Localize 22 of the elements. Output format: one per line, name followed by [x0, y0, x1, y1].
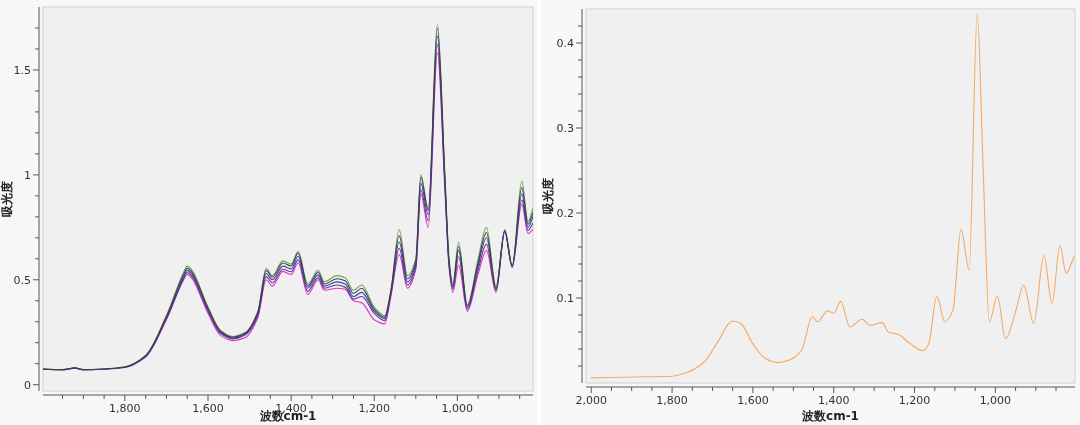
y-axis-title: 吸光度	[541, 178, 555, 214]
x-tick-label: 1,200	[358, 402, 390, 415]
x-tick-label: 1,200	[898, 394, 931, 407]
x-tick-label: 1,800	[656, 394, 688, 407]
x-tick-label: 1,000	[441, 402, 474, 415]
y-tick-label: 0.2	[556, 207, 574, 220]
x-tick-label: 1,800	[109, 402, 141, 415]
y-tick-label: 1	[24, 168, 31, 182]
x-tick-label: 2,000	[575, 394, 607, 407]
x-tick-label: 1,000	[979, 394, 1012, 407]
y-tick-label: 1.5	[13, 63, 31, 77]
y-tick-label: 0.1	[556, 292, 574, 305]
y-axis-title: 吸光度	[0, 181, 14, 217]
y-tick-label: 0.4	[556, 37, 574, 50]
y-tick-label: 0.5	[13, 273, 31, 287]
x-axis-title: 波数cm-1	[801, 409, 859, 423]
x-tick-label: 1,600	[192, 402, 224, 415]
x-tick-label: 1,600	[737, 394, 769, 407]
x-tick-label: 1,400	[817, 394, 850, 407]
y-tick-label: 0.3	[556, 122, 574, 135]
line-series	[590, 12, 1075, 379]
y-tick-label: 0	[24, 378, 31, 392]
